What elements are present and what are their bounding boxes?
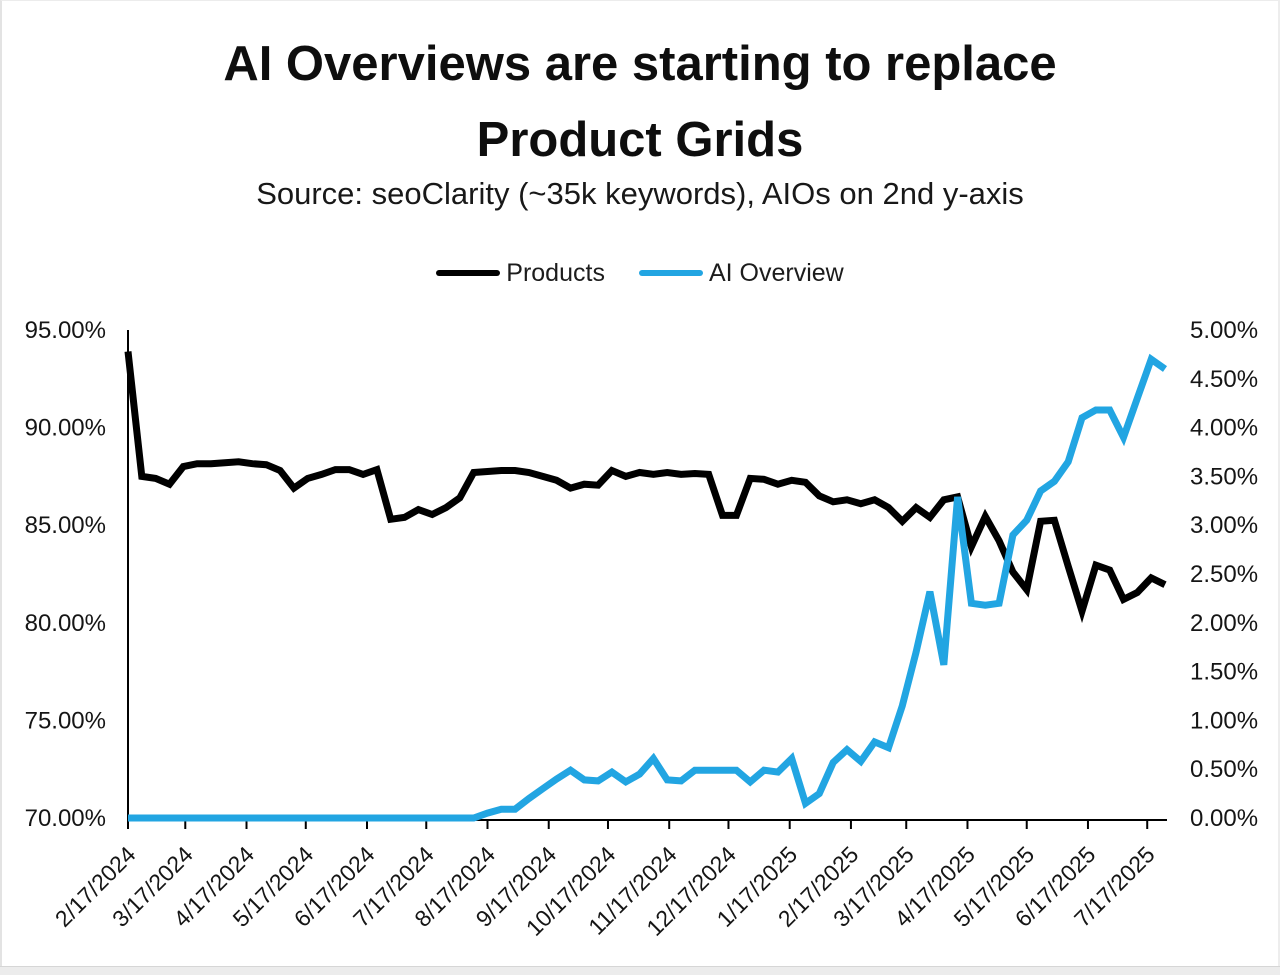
left-y-tick-label: 70.00% (25, 805, 106, 832)
products-line (124, 351, 1167, 624)
right-y-tick-label: 0.50% (1190, 756, 1258, 783)
ai-overview-line (128, 353, 1168, 822)
right-y-tick-label: 3.00% (1190, 512, 1258, 539)
right-y-tick-label: 4.50% (1190, 366, 1258, 393)
left-y-tick-label: 95.00% (25, 317, 106, 344)
legend-item-products: Products (436, 259, 605, 288)
x-axis-labels: 2/17/20243/17/20244/17/20245/17/20246/17… (50, 820, 1160, 941)
page-subtitle: Source: seoClarity (~35k keywords), AIOs… (256, 176, 1024, 211)
right-y-tick-label: 5.00% (1190, 317, 1258, 344)
products-line-swatch (436, 270, 501, 276)
chart-legend: Products AI Overview (0, 256, 1280, 290)
legend-label-products: Products (506, 258, 605, 287)
right-y-tick-label: 2.50% (1190, 561, 1258, 588)
chart-axes (127, 330, 1167, 821)
left-y-tick-label: 75.00% (25, 707, 106, 734)
right-y-tick-label: 1.00% (1190, 707, 1258, 734)
page-title: AI Overviews are starting to replace Pro… (0, 26, 1280, 178)
ai-overview-line-swatch (638, 270, 703, 276)
right-y-tick-label: 4.00% (1190, 415, 1258, 442)
legend-item-ai-overview: AI Overview (638, 258, 844, 288)
right-y-tick-label: 1.50% (1190, 659, 1258, 686)
page-title-line-1: AI Overviews are starting to replace (223, 37, 1057, 91)
right-y-tick-label: 0.00% (1190, 805, 1258, 832)
left-y-tick-label: 80.00% (25, 610, 106, 637)
left-y-axis-labels: 95.00% 90.00% 85.00% 80.00% 75.00% 70.00% (25, 317, 106, 832)
right-y-axis-labels: 5.00% 4.50% 4.00% 3.50% 3.00% 2.50% 2.00% 1.50%… (1190, 317, 1258, 832)
page-title-line-2: Product Grids (476, 113, 804, 167)
left-y-tick-label: 90.00% (25, 415, 106, 442)
page-bottom-edge (0, 966, 1280, 975)
right-y-tick-label: 2.00% (1190, 610, 1258, 637)
left-y-tick-label: 85.00% (25, 512, 106, 539)
legend-label-ai-overview: AI Overview (708, 258, 844, 287)
right-y-tick-label: 3.50% (1190, 463, 1258, 490)
